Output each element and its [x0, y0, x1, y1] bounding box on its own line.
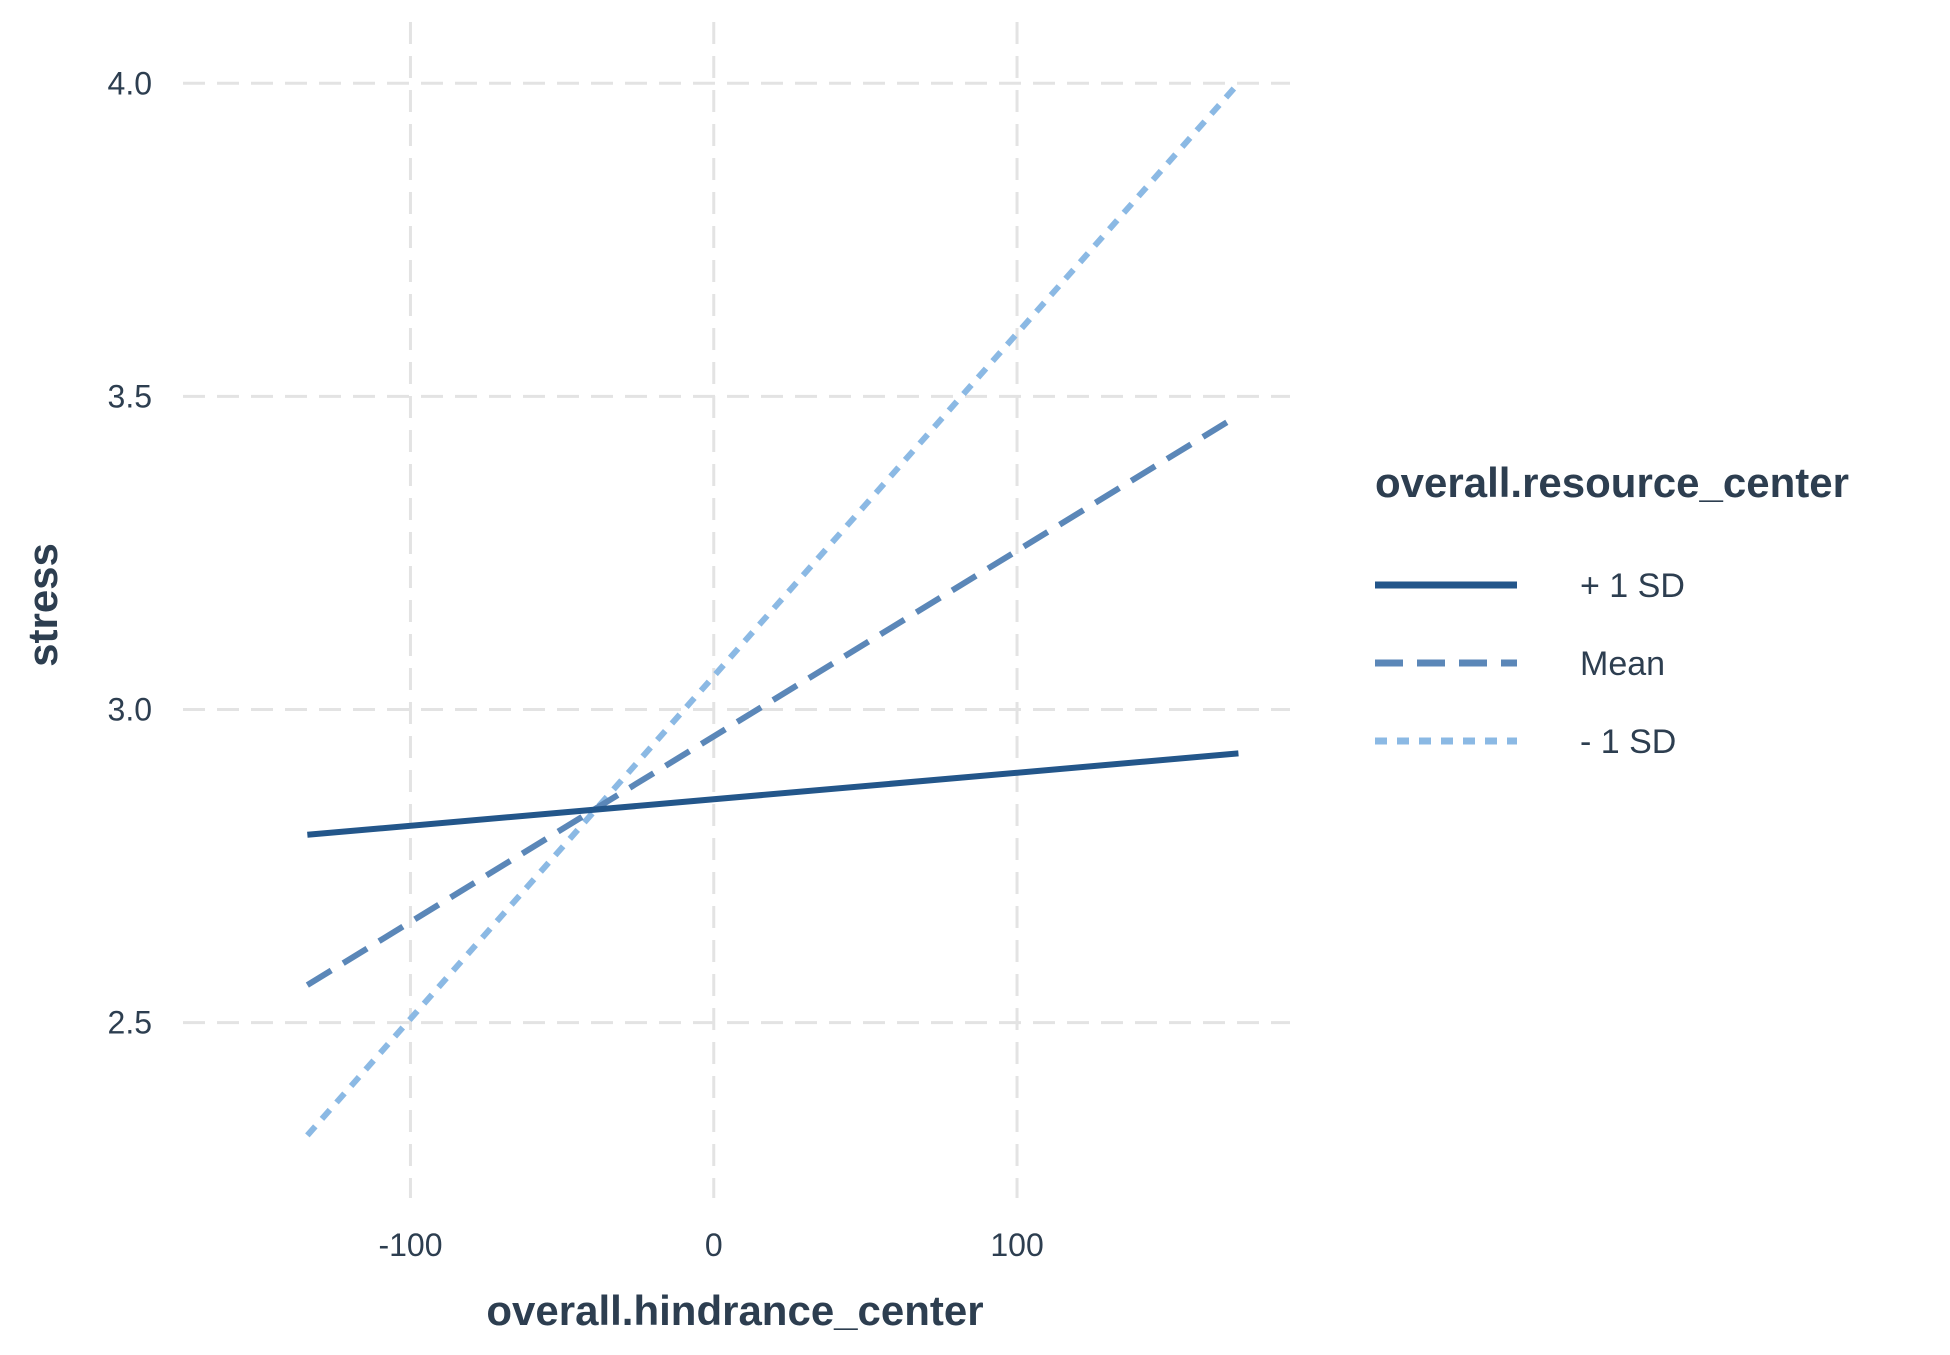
- y-tick-label: 4.0: [108, 65, 152, 101]
- y-axis-ticks: 2.5 3.0 3.5 4.0: [108, 65, 152, 1040]
- x-tick-label: -100: [378, 1227, 442, 1263]
- series-line-dotted: [305, 81, 1241, 1138]
- x-axis-title: overall.hindrance_center: [486, 1287, 983, 1334]
- y-tick-label: 2.5: [108, 1005, 152, 1041]
- legend: overall.resource_center + 1 SD Mean - 1 SD: [1375, 459, 1849, 761]
- y-tick-label: 3.0: [108, 692, 152, 728]
- x-tick-label: 0: [705, 1227, 723, 1263]
- grid: [183, 22, 1290, 1198]
- y-axis-title: stress: [19, 543, 66, 667]
- series-lines: [305, 81, 1241, 1138]
- legend-title: overall.resource_center: [1375, 459, 1849, 506]
- x-axis-ticks: -100 0 100: [378, 1227, 1043, 1263]
- x-tick-label: 100: [990, 1227, 1043, 1263]
- legend-label: + 1 SD: [1580, 567, 1685, 605]
- legend-label: Mean: [1580, 645, 1665, 683]
- series-line-dashed: [305, 412, 1241, 988]
- series-line-solid: [307, 750, 1239, 838]
- y-tick-label: 3.5: [108, 378, 152, 414]
- legend-label: - 1 SD: [1580, 723, 1676, 761]
